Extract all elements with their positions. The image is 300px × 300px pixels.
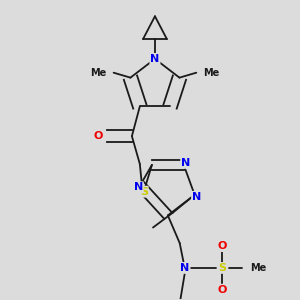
- Text: N: N: [150, 54, 160, 64]
- Text: N: N: [192, 192, 201, 202]
- Text: S: S: [218, 263, 226, 273]
- Text: Me: Me: [90, 68, 107, 78]
- Text: O: O: [218, 241, 227, 251]
- Text: S: S: [140, 187, 148, 196]
- Text: Me: Me: [250, 263, 266, 273]
- Text: N: N: [134, 182, 143, 192]
- Text: O: O: [218, 285, 227, 295]
- Text: Me: Me: [203, 68, 220, 78]
- Text: N: N: [180, 263, 189, 273]
- Text: O: O: [94, 131, 103, 141]
- Text: N: N: [181, 158, 190, 168]
